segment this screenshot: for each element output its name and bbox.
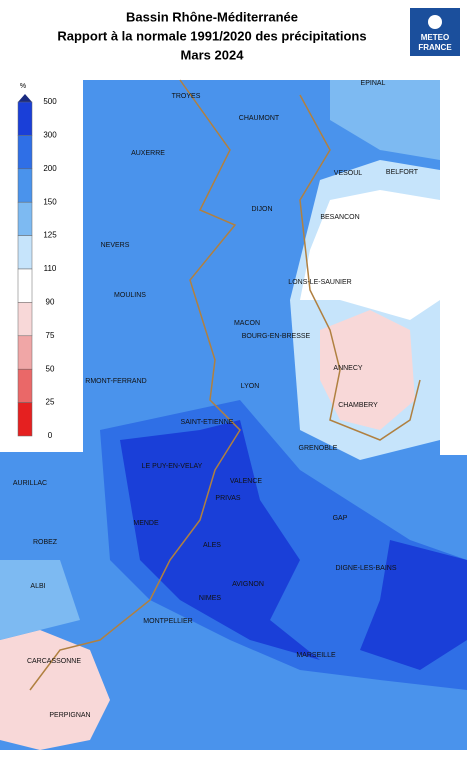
legend-tick-label: 125 [43, 231, 57, 240]
city-label: MARSEILLE [296, 652, 336, 659]
city-label: BELFORT [386, 169, 419, 176]
city-label: MACON [234, 320, 260, 327]
legend-tick-label: 110 [44, 264, 57, 273]
city-label: TROYES [172, 93, 201, 100]
legend: % 500 300 200 150 125 110 90 75 50 25 0 [17, 83, 57, 440]
legend-tick-label: 200 [43, 164, 57, 173]
basin-border [29, 79, 421, 691]
legend-tick-label: 0 [48, 431, 53, 440]
city-label: VALENCE [230, 478, 262, 485]
region-sw-light [0, 560, 80, 640]
city-label: CHAUMONT [239, 115, 280, 122]
city-label: BESANCON [320, 214, 359, 221]
city-label: PRIVAS [215, 495, 240, 502]
legend-swatch [17, 135, 33, 170]
city-label: ALES [203, 542, 221, 549]
header-bg [0, 0, 467, 78]
legend-swatch [17, 402, 33, 437]
region-pink [320, 310, 415, 430]
legend-tick-label: 150 [43, 197, 57, 206]
city-label: LE PUY-EN-VELAY [142, 463, 203, 470]
city-label: CARCASSONNE [27, 658, 81, 665]
map [0, 79, 467, 750]
legend-tick-label: 50 [46, 364, 55, 373]
legend-swatch [17, 235, 33, 270]
city-label: RMONT-FERRAND [85, 378, 146, 385]
legend-arrow [18, 94, 32, 102]
city-label: DIGNE-LES-BAINS [335, 565, 396, 572]
title-line: Bassin Rhône-Méditerranée [126, 9, 298, 24]
logo: METEO FRANCE [410, 8, 460, 56]
region-darkest [120, 420, 320, 660]
city-label: VESOUL [334, 170, 363, 177]
city-label: NIMES [199, 595, 222, 602]
city-label: ANNECY [333, 365, 363, 372]
legend-swatch [17, 368, 33, 403]
city-label: LONS-LE-SAUNIER [288, 279, 351, 286]
logo-icon [428, 15, 442, 29]
legend-tick-label: 300 [43, 131, 57, 140]
legend-swatch [17, 335, 33, 370]
city-label: LYON [241, 383, 260, 390]
city-label: SAINT-ETIENNE [181, 419, 234, 426]
city-label: DIJON [252, 206, 273, 213]
legend-tick-label: 75 [46, 331, 55, 340]
city-label: GRENOBLE [299, 445, 338, 452]
legend-swatch [17, 302, 33, 337]
legend-tick-label: 90 [46, 298, 55, 307]
legend-swatch [17, 168, 33, 203]
legend-tick-label: 25 [46, 398, 55, 407]
city-label: BOURG-EN-BRESSE [242, 333, 311, 340]
region-sw-pink [0, 630, 110, 750]
logo-text: FRANCE [418, 43, 452, 52]
city-label: MOULINS [114, 292, 146, 299]
logo-text: METEO [421, 33, 449, 42]
city-label: AURILLAC [13, 480, 47, 487]
city-label: GAP [333, 515, 348, 522]
city-label: EPINAL [361, 80, 386, 87]
city-label: ROBEZ [33, 539, 58, 546]
city-label: CHAMBERY [338, 402, 378, 409]
city-label: ALBI [30, 583, 45, 590]
legend-tick-label: 500 [43, 97, 57, 106]
region-white [300, 190, 440, 320]
legend-swatch [17, 101, 33, 136]
city-label: NEVERS [101, 242, 130, 249]
region-light-north [330, 80, 440, 160]
legend-swatch [17, 268, 33, 303]
title-line: Mars 2024 [181, 47, 245, 62]
city-label: AVIGNON [232, 581, 264, 588]
city-labels: TROYES CHAUMONT EPINAL AUXERRE VESOUL BE… [13, 80, 419, 719]
city-label: PERPIGNAN [49, 712, 90, 719]
legend-unit: % [20, 83, 26, 90]
city-label: AUXERRE [131, 150, 165, 157]
region-darkest-se [360, 540, 467, 670]
legend-swatch [17, 201, 33, 236]
city-label: MONTPELLIER [143, 618, 192, 625]
title-line: Rapport à la normale 1991/2020 des préci… [57, 28, 366, 43]
city-label: MENDE [133, 520, 159, 527]
